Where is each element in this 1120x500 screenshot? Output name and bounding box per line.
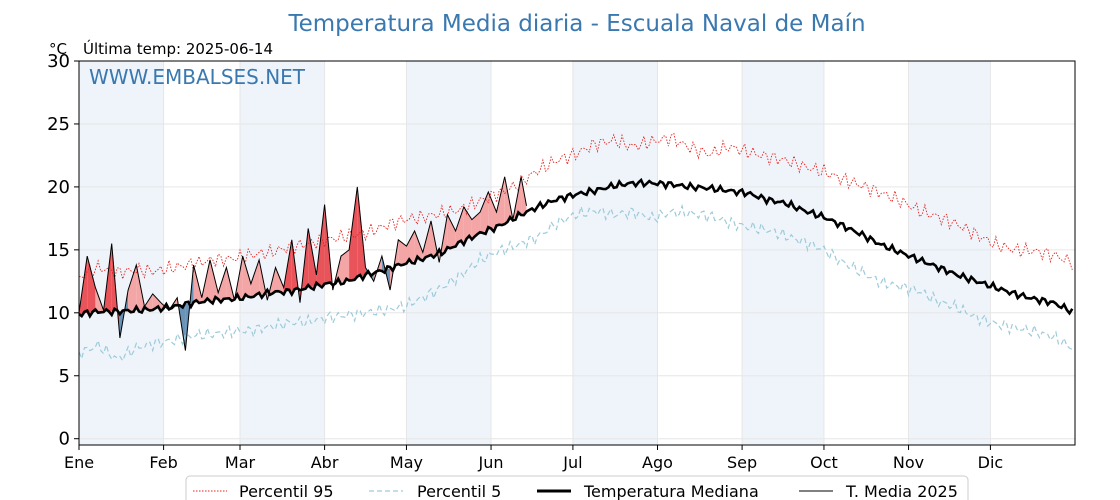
fill-above-median (341, 249, 350, 282)
fill-above-median (87, 256, 96, 313)
y-tick-label: 10 (47, 303, 70, 324)
month-band (572, 61, 658, 445)
legend-label-p95: Percentil 95 (239, 482, 334, 500)
series-lines (78, 132, 1074, 362)
x-tick-label: Jul (562, 453, 582, 472)
fill-above-median (308, 228, 317, 288)
x-tick-label: Abr (311, 453, 339, 472)
legend-label-p5: Percentil 5 (417, 482, 501, 500)
y-tick-label: 20 (47, 177, 70, 198)
watermark: WWW.EMBALSES.NET (89, 65, 306, 89)
series-current-line (78, 176, 527, 351)
month-band (79, 61, 164, 445)
series-p5-line (78, 203, 1073, 362)
series-median-line (78, 177, 1074, 319)
fill-above-median (496, 176, 505, 227)
x-tick-label: Ago (642, 453, 673, 472)
fill-above-median (480, 191, 489, 234)
month-bands (79, 61, 991, 445)
fill-above-median (488, 191, 497, 231)
fill-above-median (218, 267, 227, 300)
y-tick-label: 25 (47, 114, 70, 135)
fill-above-median (414, 231, 423, 261)
legend-frame (185, 475, 969, 500)
fill-above-median (463, 207, 472, 241)
fill-above-median (128, 265, 137, 311)
fill-above-median (447, 214, 456, 250)
x-tick-label: Dic (978, 453, 1004, 472)
fill-above-median (455, 207, 464, 246)
plot-frame (78, 60, 1076, 446)
x-tick-label: May (390, 453, 423, 472)
x-tick-label: Mar (225, 453, 256, 472)
x-axis: Ene Feb Mar Abr May Jun Jul Ago Sep Oct Nov Dic (64, 445, 1003, 472)
legend-label-current: T. Media 2025 (845, 482, 958, 500)
y-tick-label: 0 (59, 429, 70, 450)
fill-above-median (242, 256, 251, 298)
x-tick-label: Jun (478, 453, 504, 472)
last-temp-label: Última temp: 2025-06-14 (83, 39, 273, 58)
month-band (908, 61, 991, 445)
y-tick-label: 5 (59, 366, 70, 387)
y-tick-label: 30 (47, 51, 70, 72)
fill-above-median (250, 259, 260, 297)
x-tick-label: Oct (810, 453, 838, 472)
legend-label-median: Temperatura Mediana (583, 482, 759, 500)
unit-label: °C (49, 40, 67, 58)
x-tick-label: Ene (64, 453, 94, 472)
y-tick-label: 15 (47, 240, 70, 261)
chart-title: Temperatura Media diaria - Escuala Naval… (287, 11, 865, 37)
x-tick-label: Nov (893, 453, 924, 472)
y-axis: 0 5 10 15 20 25 30 (47, 51, 79, 450)
legend: Percentil 95 Percentil 5 Temperatura Med… (185, 475, 969, 500)
month-band (742, 61, 824, 445)
fill-above-median (398, 239, 407, 266)
x-tick-label: Sep (727, 453, 757, 472)
fill-above-median (406, 231, 415, 263)
x-tick-label: Feb (149, 453, 177, 472)
fill-above-median (349, 186, 358, 281)
